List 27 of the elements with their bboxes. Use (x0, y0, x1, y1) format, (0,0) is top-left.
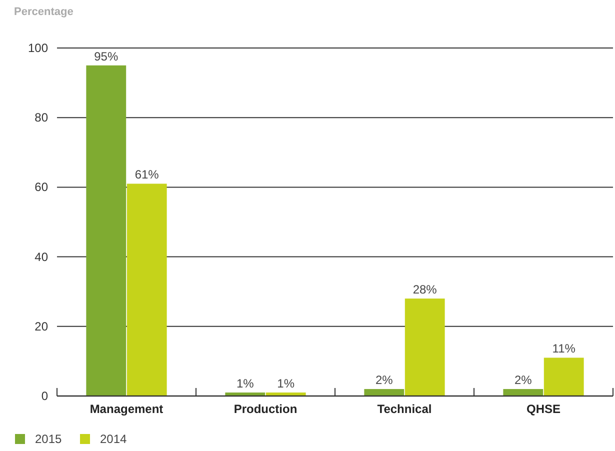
y-tick-label: 80 (34, 110, 48, 125)
y-tick-label: 20 (34, 319, 48, 334)
y-axis-title: Percentage (14, 6, 74, 18)
y-tick-label: 0 (41, 389, 48, 403)
data-label: 11% (552, 342, 576, 356)
bar (86, 65, 126, 396)
bar (126, 184, 167, 396)
data-label: 61% (134, 168, 160, 182)
x-tick-label: Technical (377, 402, 432, 416)
data-label: 1% (236, 376, 254, 391)
x-tick-label: Management (90, 402, 164, 416)
x-tick-label: QHSE (526, 402, 561, 416)
data-label: 95% (94, 49, 118, 64)
y-tick-label: 60 (34, 180, 48, 194)
bar (544, 358, 584, 396)
legend-label: 2015 (35, 432, 62, 446)
y-tick-label: 100 (28, 41, 48, 55)
bar (404, 298, 445, 396)
legend-label: 2014 (100, 432, 128, 446)
data-label: 28% (412, 282, 438, 297)
x-tick-label: Production (234, 402, 298, 416)
y-tick-label: 40 (34, 250, 48, 264)
data-label: 2% (514, 373, 532, 388)
data-label: 1% (277, 376, 295, 391)
bar (503, 389, 544, 396)
bar (364, 389, 404, 396)
data-label: 2% (375, 373, 394, 388)
